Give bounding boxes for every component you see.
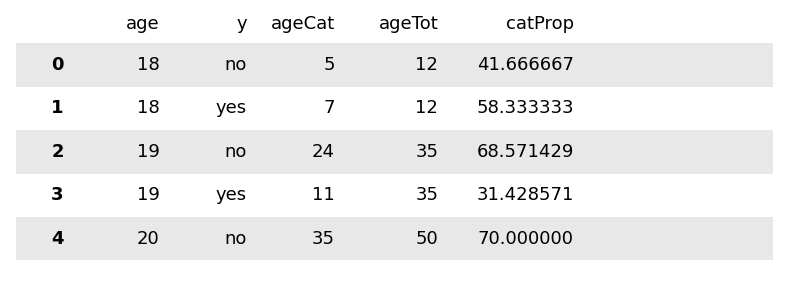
- Text: 12: 12: [415, 56, 438, 74]
- Text: 35: 35: [415, 186, 438, 204]
- Text: 7: 7: [324, 100, 335, 118]
- Text: 5: 5: [324, 56, 335, 74]
- Text: y: y: [237, 15, 247, 33]
- Text: ageCat: ageCat: [270, 15, 335, 33]
- Text: 2: 2: [51, 143, 64, 161]
- FancyBboxPatch shape: [16, 130, 773, 173]
- FancyBboxPatch shape: [16, 87, 773, 130]
- Text: 19: 19: [136, 186, 159, 204]
- Text: 35: 35: [415, 143, 438, 161]
- Text: age: age: [126, 15, 159, 33]
- Text: yes: yes: [216, 186, 247, 204]
- Text: 31.428571: 31.428571: [477, 186, 574, 204]
- Text: no: no: [225, 230, 247, 248]
- Text: 70.000000: 70.000000: [478, 230, 574, 248]
- Text: no: no: [225, 143, 247, 161]
- Text: 1: 1: [51, 100, 64, 118]
- Text: 24: 24: [312, 143, 335, 161]
- Text: catProp: catProp: [506, 15, 574, 33]
- Text: 20: 20: [136, 230, 159, 248]
- Text: 58.333333: 58.333333: [477, 100, 574, 118]
- FancyBboxPatch shape: [16, 43, 773, 87]
- FancyBboxPatch shape: [16, 217, 773, 260]
- FancyBboxPatch shape: [16, 173, 773, 217]
- Text: 4: 4: [51, 230, 64, 248]
- Text: yes: yes: [216, 100, 247, 118]
- Text: 41.666667: 41.666667: [477, 56, 574, 74]
- Text: 3: 3: [51, 186, 64, 204]
- Text: 0: 0: [51, 56, 64, 74]
- Text: no: no: [225, 56, 247, 74]
- Text: 35: 35: [312, 230, 335, 248]
- Text: 11: 11: [312, 186, 335, 204]
- Text: 68.571429: 68.571429: [477, 143, 574, 161]
- Text: 18: 18: [136, 56, 159, 74]
- Text: 19: 19: [136, 143, 159, 161]
- Text: 12: 12: [415, 100, 438, 118]
- Text: 50: 50: [415, 230, 438, 248]
- Text: 18: 18: [136, 100, 159, 118]
- Text: ageTot: ageTot: [379, 15, 438, 33]
